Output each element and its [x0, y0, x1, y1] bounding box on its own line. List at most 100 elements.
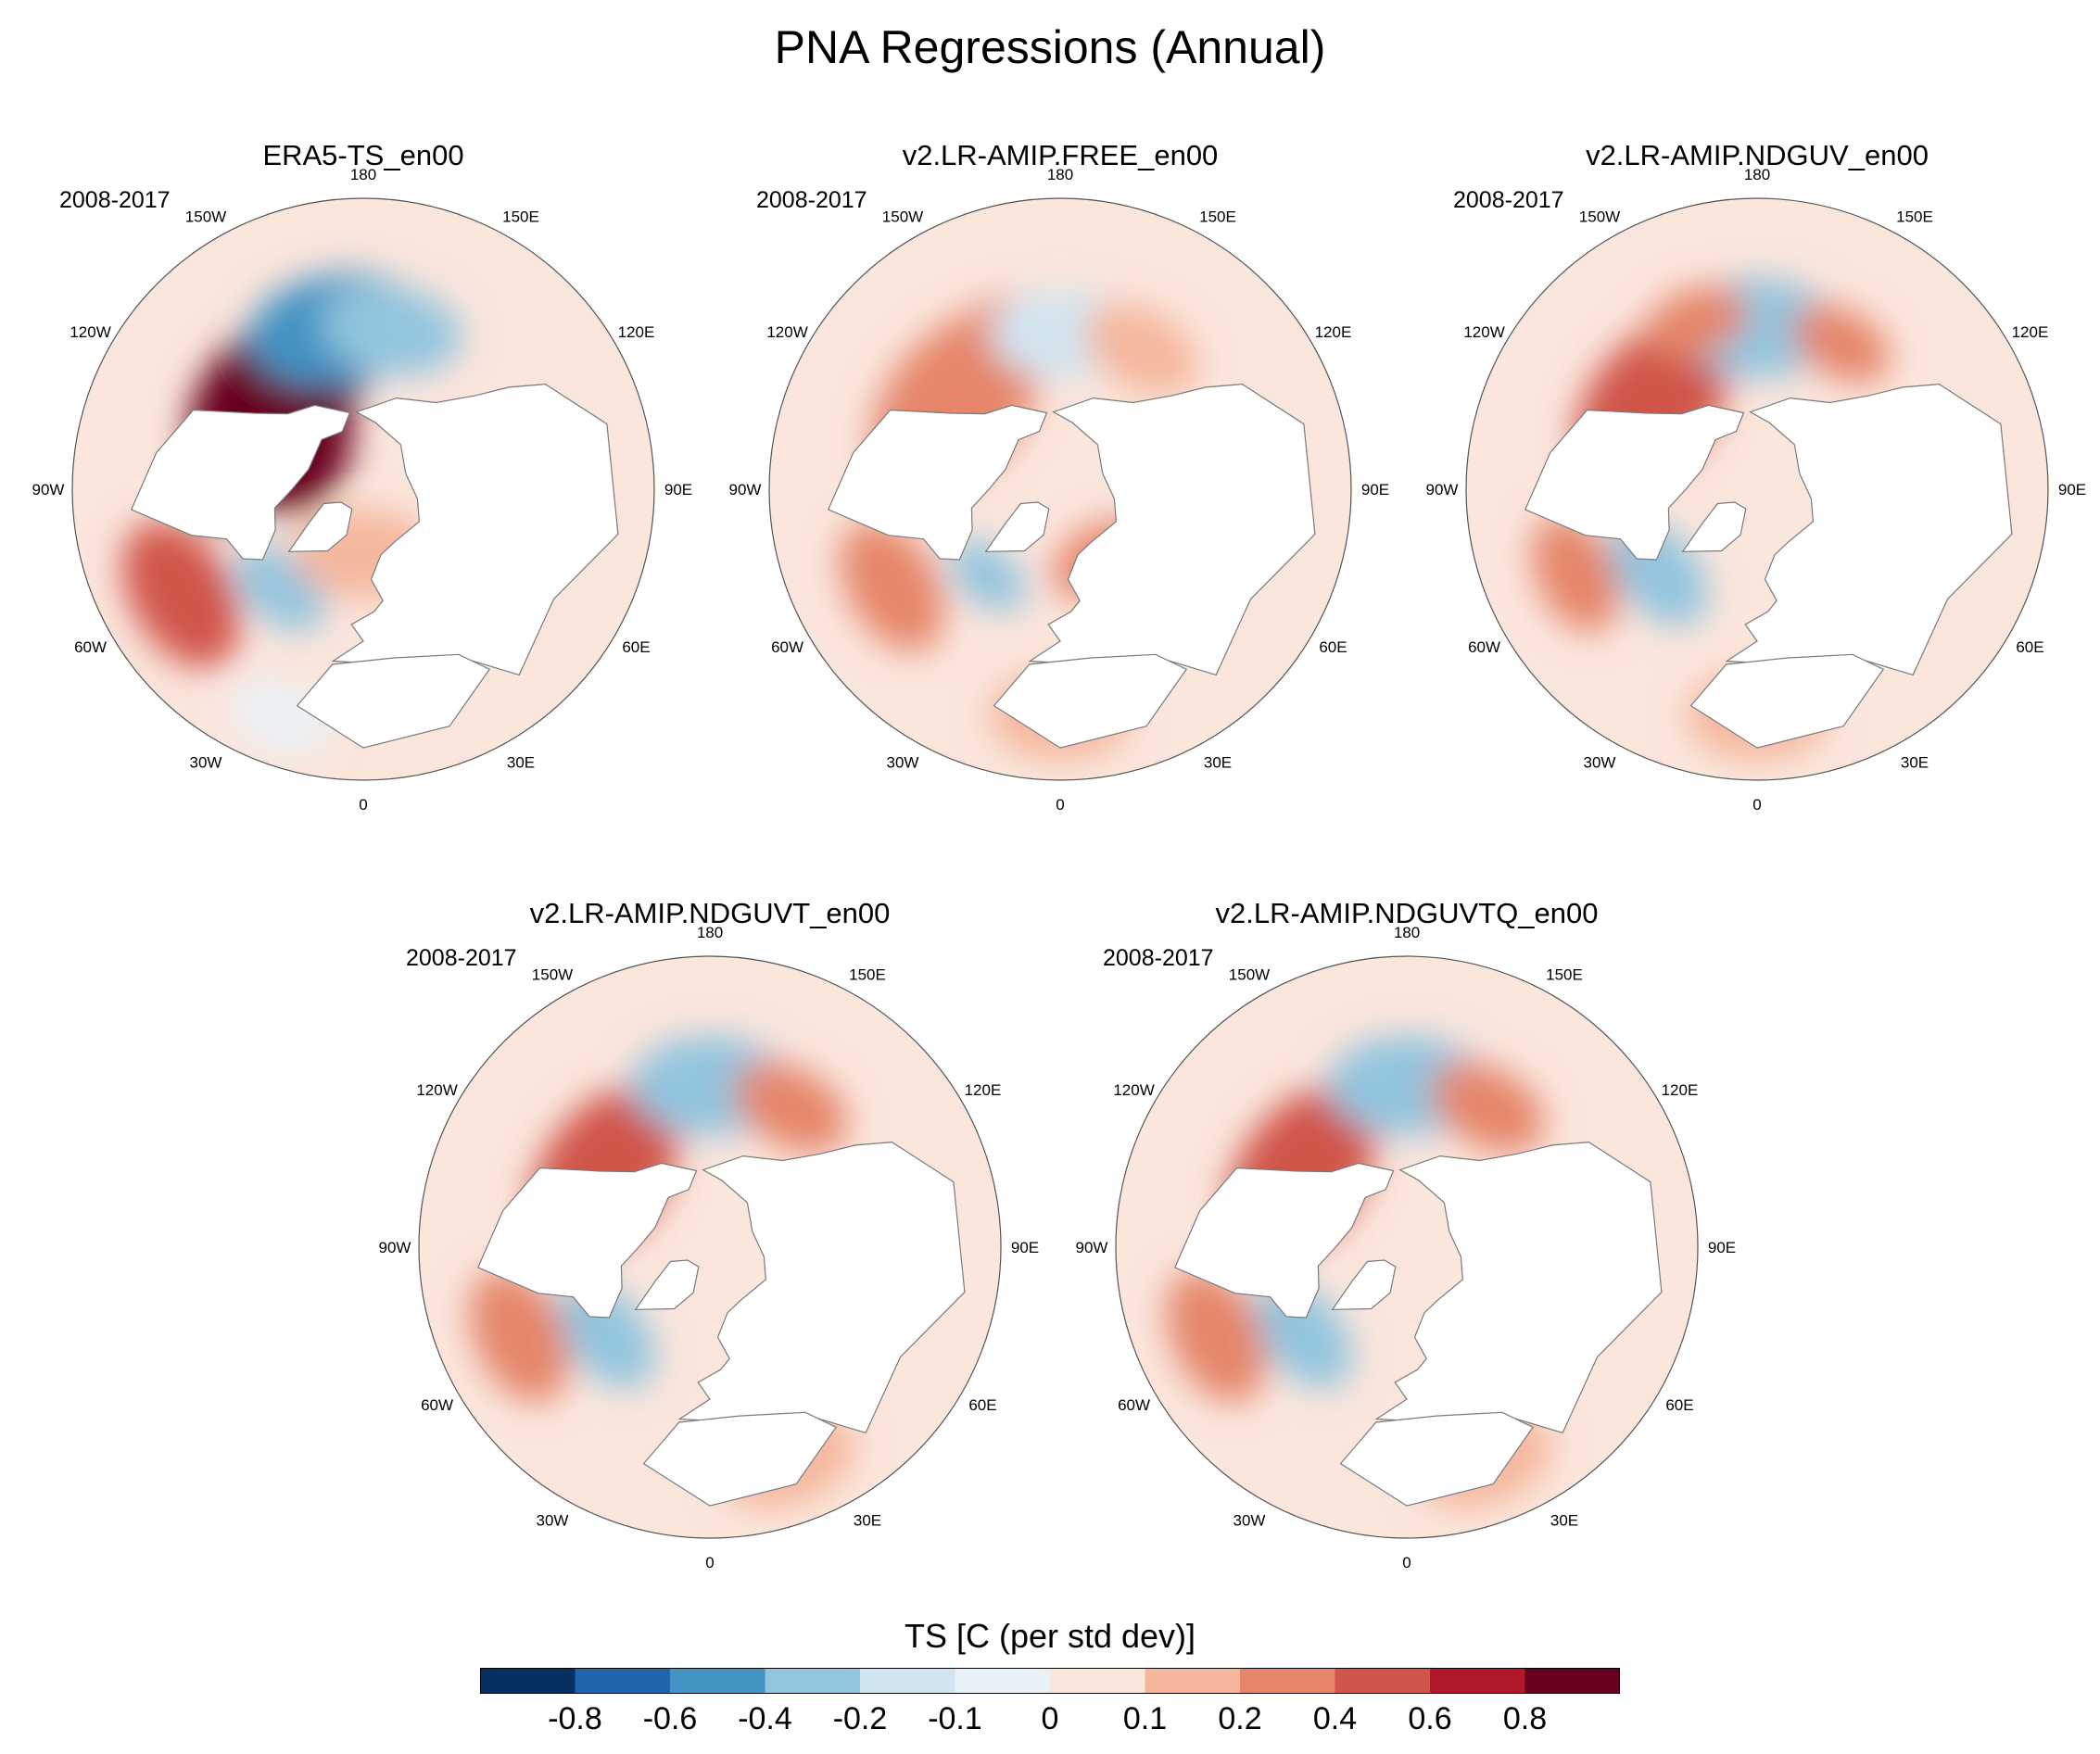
anomaly-region-4	[840, 521, 945, 651]
colorbar-tick-label: 0.2	[1218, 1701, 1262, 1736]
land-mask-2	[331, 383, 619, 676]
anomaly-region-4	[321, 284, 462, 376]
longitude-label: 120W	[1113, 1081, 1154, 1099]
anomaly-region-4	[469, 1269, 570, 1403]
panel-title: v2.LR-AMIP.NDGUVT_en00	[529, 897, 891, 929]
longitude-label: 120W	[766, 323, 807, 341]
polar-map: 180 150E 120E 90E 60E 30E 0 30W 60W 90W 120W 150W	[729, 166, 1390, 814]
longitude-label: 120W	[1463, 323, 1504, 341]
colorbar	[480, 1668, 1620, 1694]
map-panel-ndguvtq: 180 150E 120E 90E 60E 30E 0 30W 60W 90W 120W 150W v…	[1055, 897, 1759, 1601]
longitude-label: 60W	[421, 1396, 453, 1414]
colorbar-tick-label: 0.8	[1502, 1701, 1548, 1736]
longitude-label: 150W	[532, 966, 573, 984]
land-mask-2	[1028, 383, 1316, 676]
land-mask-3	[296, 653, 490, 749]
land-mask-1	[1681, 501, 1747, 552]
map-panel-free: 180 150E 120E 90E 60E 30E 0 30W 60W 90W 120W 150W v…	[708, 139, 1412, 843]
anomaly-region-3	[556, 1281, 656, 1388]
panel-title: v2.LR-AMIP.NDGUV_en00	[1586, 139, 1929, 171]
land-mask-0	[828, 404, 1048, 561]
colorbar-tick-label: -0.2	[832, 1701, 888, 1736]
colorbar-tick-label: 0.4	[1312, 1701, 1358, 1736]
longitude-label: 30E	[1901, 753, 1929, 771]
longitude-label: 120E	[1662, 1081, 1699, 1099]
longitude-label: 150E	[849, 966, 886, 984]
longitude-label: 60E	[1665, 1396, 1693, 1414]
longitude-label: 180	[697, 924, 723, 941]
land-mask-1	[1331, 1259, 1397, 1310]
longitude-label: 150W	[185, 208, 226, 226]
longitude-label: 120E	[965, 1081, 1002, 1099]
anomaly-region-4	[1166, 1269, 1267, 1403]
longitude-label: 120W	[416, 1081, 457, 1099]
land-mask-0	[477, 1162, 698, 1319]
longitude-label: 120E	[2012, 323, 2049, 341]
anomaly-region-2	[1645, 285, 1748, 359]
longitude-label: 90W	[1076, 1239, 1108, 1256]
longitude-label: 30W	[1584, 753, 1616, 771]
longitude-label: 30W	[190, 753, 222, 771]
longitude-label: 150W	[1579, 208, 1620, 226]
longitude-label: 90E	[1361, 481, 1389, 498]
colorbar-segment-11	[1524, 1668, 1620, 1694]
colorbar-tick-label: -0.8	[548, 1701, 602, 1736]
land-mask-1	[634, 1259, 700, 1310]
panel-period: 2008-2017	[1103, 945, 1214, 971]
longitude-label: 0	[705, 1554, 714, 1571]
longitude-label: 30E	[507, 753, 535, 771]
panel-title: v2.LR-AMIP.NDGUVTQ_en00	[1215, 897, 1599, 929]
colorbar-segment-9	[1335, 1668, 1431, 1694]
longitude-label: 120W	[70, 323, 110, 341]
anomaly-region-5	[122, 521, 240, 668]
longitude-label: 150E	[1199, 208, 1236, 226]
polar-map: 180 150E 120E 90E 60E 30E 0 30W 60W 90W 120W 150W	[379, 924, 1040, 1571]
longitude-label: 60W	[771, 638, 803, 656]
longitude-label: 0	[1402, 1554, 1411, 1571]
longitude-label: 60W	[1468, 638, 1500, 656]
colorbar-tick-label: 0.6	[1408, 1701, 1452, 1736]
anomaly-region-2	[733, 1061, 848, 1154]
anomaly-region-5	[1531, 515, 1620, 633]
anomaly-region-3	[1253, 1281, 1353, 1388]
longitude-label: 180	[350, 166, 376, 183]
longitude-label: 150E	[1896, 208, 1933, 226]
longitude-label: 60E	[968, 1396, 996, 1414]
colorbar-segment-3	[765, 1668, 861, 1694]
longitude-label: 90E	[2058, 481, 2086, 498]
longitude-label: 90E	[664, 481, 692, 498]
panel-period: 2008-2017	[1453, 187, 1564, 213]
panel-period: 2008-2017	[406, 945, 517, 971]
colorbar-segment-1	[575, 1668, 671, 1694]
longitude-label: 0	[1752, 796, 1761, 814]
longitude-label: 60W	[74, 638, 107, 656]
land-mask-3	[993, 653, 1187, 749]
longitude-label: 180	[1394, 924, 1420, 941]
colorbar-tick-label: 0	[1041, 1701, 1059, 1736]
longitude-label: 30E	[854, 1511, 881, 1529]
colorbar-tick-label: -0.4	[738, 1701, 792, 1736]
colorbar-segment-5	[955, 1668, 1051, 1694]
longitude-label: 150E	[502, 208, 539, 226]
longitude-label: 120E	[1315, 323, 1352, 341]
polar-map: 180 150E 120E 90E 60E 30E 0 30W 60W 90W 120W 150W	[1076, 924, 1737, 1571]
colorbar-tick-label: -0.6	[642, 1701, 698, 1736]
colorbar-segment-10	[1430, 1668, 1525, 1694]
longitude-label: 60E	[2016, 638, 2043, 656]
map-boundary	[1115, 955, 1699, 1539]
longitude-label: 60E	[1319, 638, 1347, 656]
map-panel-ndguvt: 180 150E 120E 90E 60E 30E 0 30W 60W 90W 120W 150W v…	[358, 897, 1062, 1601]
land-mask-3	[1689, 653, 1884, 749]
anomaly-region-3	[1083, 303, 1198, 396]
longitude-label: 30E	[1204, 753, 1232, 771]
map-panel-ndguv: 180 150E 120E 90E 60E 30E 0 30W 60W 90W 120W 150W v…	[1405, 139, 2100, 843]
longitude-label: 0	[1056, 796, 1064, 814]
land-mask-3	[642, 1411, 837, 1507]
colorbar-segment-2	[670, 1668, 765, 1694]
longitude-label: 90W	[1426, 481, 1459, 498]
land-mask-1	[287, 501, 353, 552]
land-mask-2	[677, 1141, 966, 1434]
longitude-label: 30E	[1550, 1511, 1578, 1529]
anomaly-region-5	[949, 540, 1026, 612]
longitude-label: 30W	[887, 753, 919, 771]
